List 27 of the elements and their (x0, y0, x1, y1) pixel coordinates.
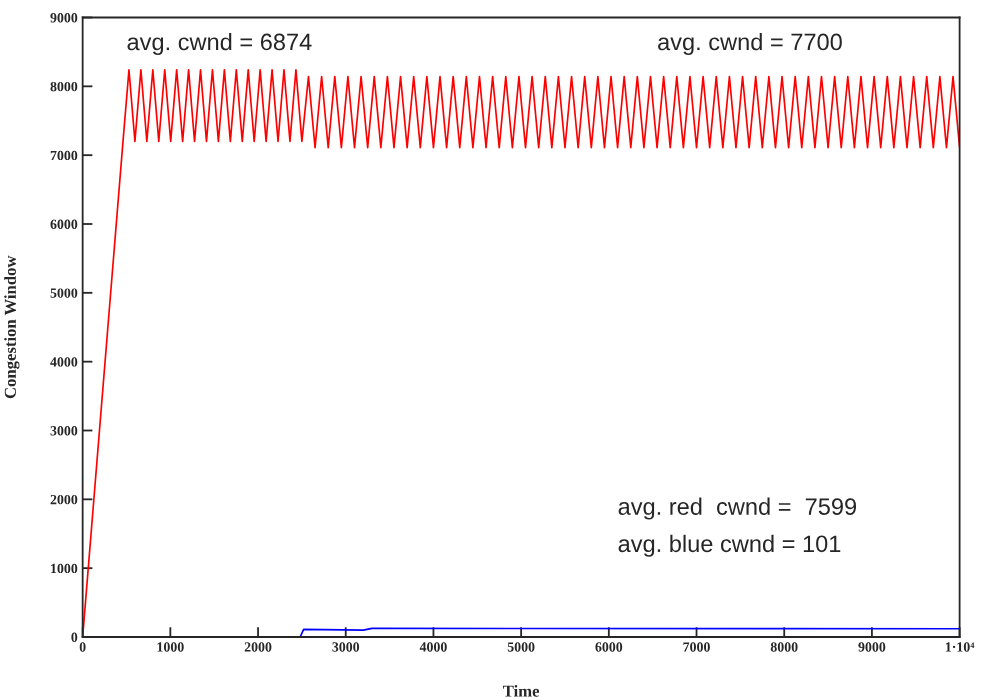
y-tick-label: 8000 (50, 81, 78, 92)
x-tick-label: 9000 (858, 642, 886, 652)
y-tick-label: 7000 (50, 150, 78, 161)
y-tick-label: 2000 (50, 494, 78, 505)
y-tick-label: 0 (71, 632, 78, 642)
y-tick-label: 1000 (51, 563, 78, 574)
annotation: avg. cwnd = 6874 (127, 32, 312, 55)
x-tick-label: 5000 (507, 642, 535, 652)
x-tick-label: 6000 (595, 642, 623, 652)
x-tick-label: 2000 (244, 642, 272, 652)
x-tick-label: 1·10⁴ (945, 642, 975, 652)
x-tick-label: 4000 (419, 642, 447, 652)
y-tick-label: 6000 (50, 219, 78, 229)
x-tick-label: 7000 (683, 642, 710, 652)
y-axis-title: Congestion Window (4, 255, 20, 399)
x-tick-label: 3000 (332, 642, 360, 652)
y-tick-label: 9000 (50, 13, 78, 23)
x-tick-label: 0 (79, 642, 86, 652)
x-tick-label: 1000 (157, 642, 184, 652)
y-tick-label: 5000 (50, 288, 78, 298)
annotation: avg. red cwnd = 7599 (618, 497, 857, 520)
y-tick-label: 4000 (50, 357, 78, 367)
y-tick-label: 3000 (50, 426, 78, 436)
x-tick-label: 8000 (770, 642, 798, 652)
x-axis-title: Time (503, 685, 540, 697)
annotation: avg. cwnd = 7700 (658, 32, 842, 55)
annotation: avg. blue cwnd = 101 (618, 534, 841, 557)
